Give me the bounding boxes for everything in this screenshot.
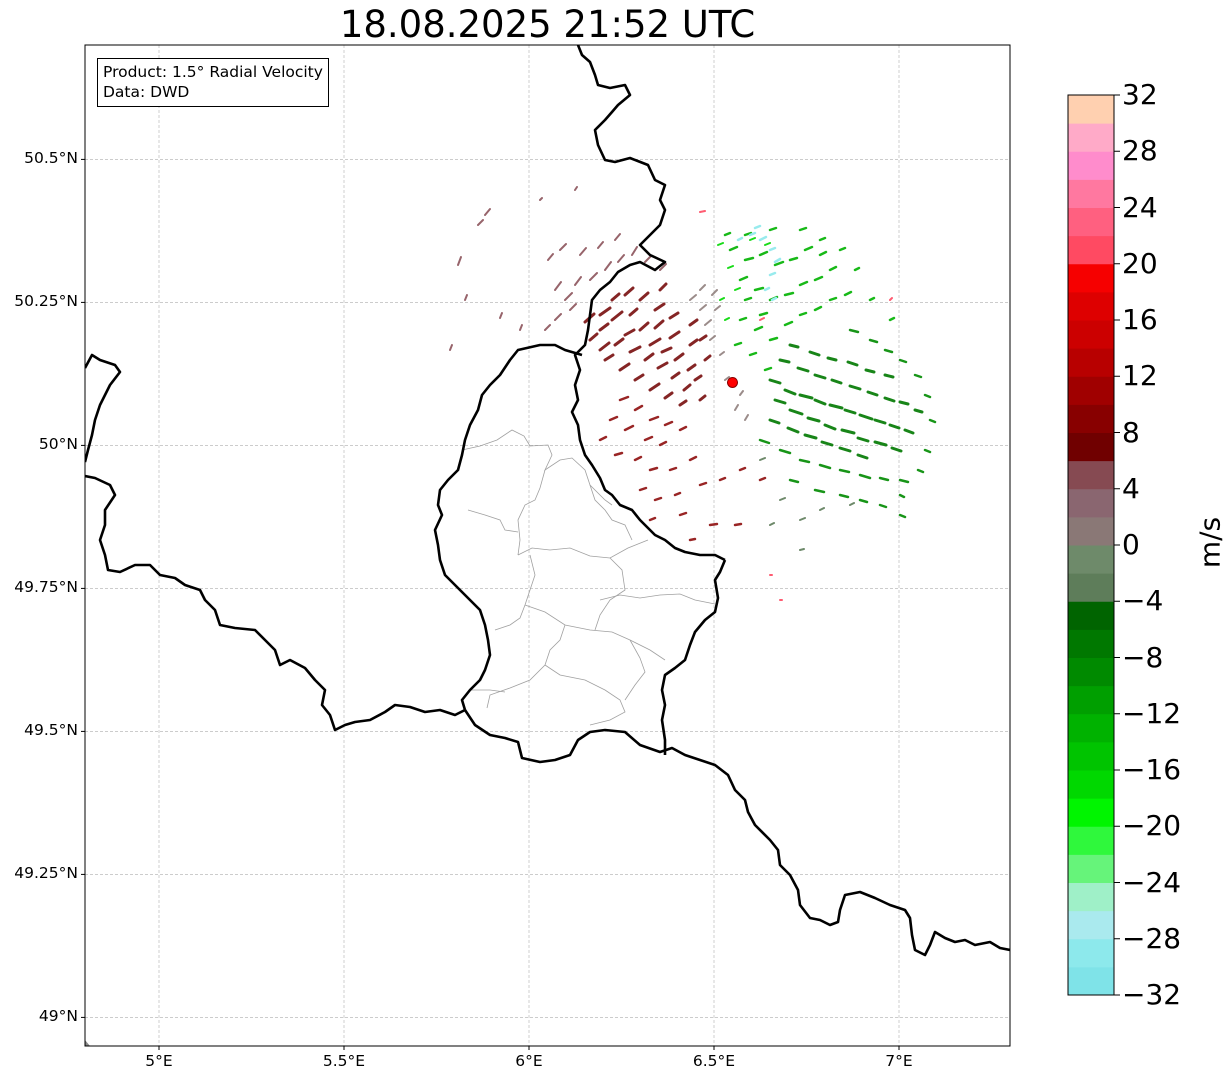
radar-site-marker[interactable]: [727, 376, 738, 388]
lon-tick-label: 5°E: [145, 1052, 173, 1070]
colorbar-tick-label: 16: [1122, 303, 1158, 336]
colorbar-segment: [1068, 966, 1114, 996]
colorbar-segment: [1068, 573, 1114, 602]
colorbar-segment: [1068, 123, 1114, 152]
colorbar-segment: [1068, 601, 1114, 630]
product-label: Product: 1.5° Radial Velocity: [103, 63, 323, 81]
colorbar-segment: [1068, 657, 1114, 687]
colorbar-tick-label: −4: [1122, 584, 1164, 618]
colorbar-segment: [1068, 488, 1114, 518]
colorbar-segment: [1068, 95, 1114, 124]
colorbar-segment: [1068, 741, 1114, 771]
lon-tick-label: 7°E: [885, 1052, 913, 1070]
colorbar-tick-label: 8: [1122, 415, 1140, 449]
lon-tick-label: 6°E: [515, 1052, 543, 1070]
colorbar-segment: [1068, 545, 1114, 574]
colorbar-tick-label: −20: [1122, 809, 1182, 843]
colorbar-segment: [1068, 151, 1114, 180]
colorbar-segment: [1068, 629, 1114, 658]
map-frame: [84, 44, 1011, 1047]
colorbar-segment: [1068, 207, 1114, 237]
colorbar-segment: [1068, 713, 1114, 743]
colorbar-segment: [1068, 348, 1114, 377]
colorbar-segment: [1068, 854, 1114, 883]
colorbar-tick-label: 12: [1122, 359, 1158, 393]
colorbar-tick-label: 0: [1122, 528, 1140, 561]
colorbar-tick-label: 4: [1122, 471, 1140, 505]
axis-ticks: [81, 158, 900, 1050]
country-borders: [85, 45, 1010, 957]
colorbar-tick-label: −24: [1122, 865, 1182, 899]
lon-tick-label: 5.5°E: [322, 1052, 366, 1070]
colorbar-segment: [1068, 826, 1114, 855]
colorbar-segment: [1068, 291, 1114, 321]
colorbar-tick-label: 24: [1122, 190, 1158, 224]
colorbar-tick-label: −28: [1122, 921, 1182, 955]
data-source-label: Data: DWD: [103, 83, 190, 101]
lat-tick-label: 50.25°N: [14, 292, 78, 311]
colorbar-tick-label: −12: [1122, 696, 1182, 730]
lat-tick-label: 49.25°N: [14, 864, 78, 883]
colorbar-segment: [1068, 376, 1114, 405]
corner-echo: [85, 1040, 90, 1046]
lat-tick-label: 50°N: [38, 435, 78, 454]
lat-tick-label: 49°N: [38, 1007, 78, 1026]
lat-tick-label: 49.75°N: [14, 578, 78, 597]
map-title: 18.08.2025 21:52 UTC: [339, 3, 756, 46]
colorbar: [1067, 94, 1120, 996]
colorbar-segment: [1068, 460, 1114, 490]
colorbar-segment: [1068, 432, 1114, 462]
colorbar-tick-label: −16: [1122, 753, 1182, 786]
lat-tick-label: 50.5°N: [24, 149, 78, 168]
colorbar-segment: [1068, 516, 1114, 546]
lat-tick-label: 49.5°N: [24, 721, 78, 740]
colorbar-segment: [1068, 770, 1114, 799]
colorbar-segment: [1068, 910, 1114, 940]
lon-tick-label: 6.5°E: [692, 1052, 736, 1070]
colorbar-segment: [1068, 798, 1114, 827]
info-box: Product: 1.5° Radial Velocity Data: DWD: [97, 58, 329, 107]
colorbar-segment: [1068, 263, 1114, 293]
colorbar-segment: [1068, 320, 1114, 349]
colorbar-segment: [1068, 235, 1114, 265]
colorbar-tick-label: 20: [1122, 246, 1158, 280]
colorbar-segment: [1068, 685, 1114, 715]
map-background: [85, 45, 1010, 1046]
admin-boundaries: [461, 429, 716, 726]
colorbar-tick-label: 32: [1122, 78, 1158, 111]
colorbar-segment: [1068, 882, 1114, 912]
colorbar-tick-label: 28: [1122, 134, 1158, 168]
colorbar-segment: [1068, 404, 1114, 433]
colorbar-segment: [1068, 179, 1114, 208]
colorbar-unit: m/s: [1193, 516, 1225, 569]
colorbar-tick-label: −8: [1122, 640, 1164, 674]
colorbar-segment: [1068, 938, 1114, 968]
colorbar-tick-label: −32: [1122, 978, 1182, 1011]
